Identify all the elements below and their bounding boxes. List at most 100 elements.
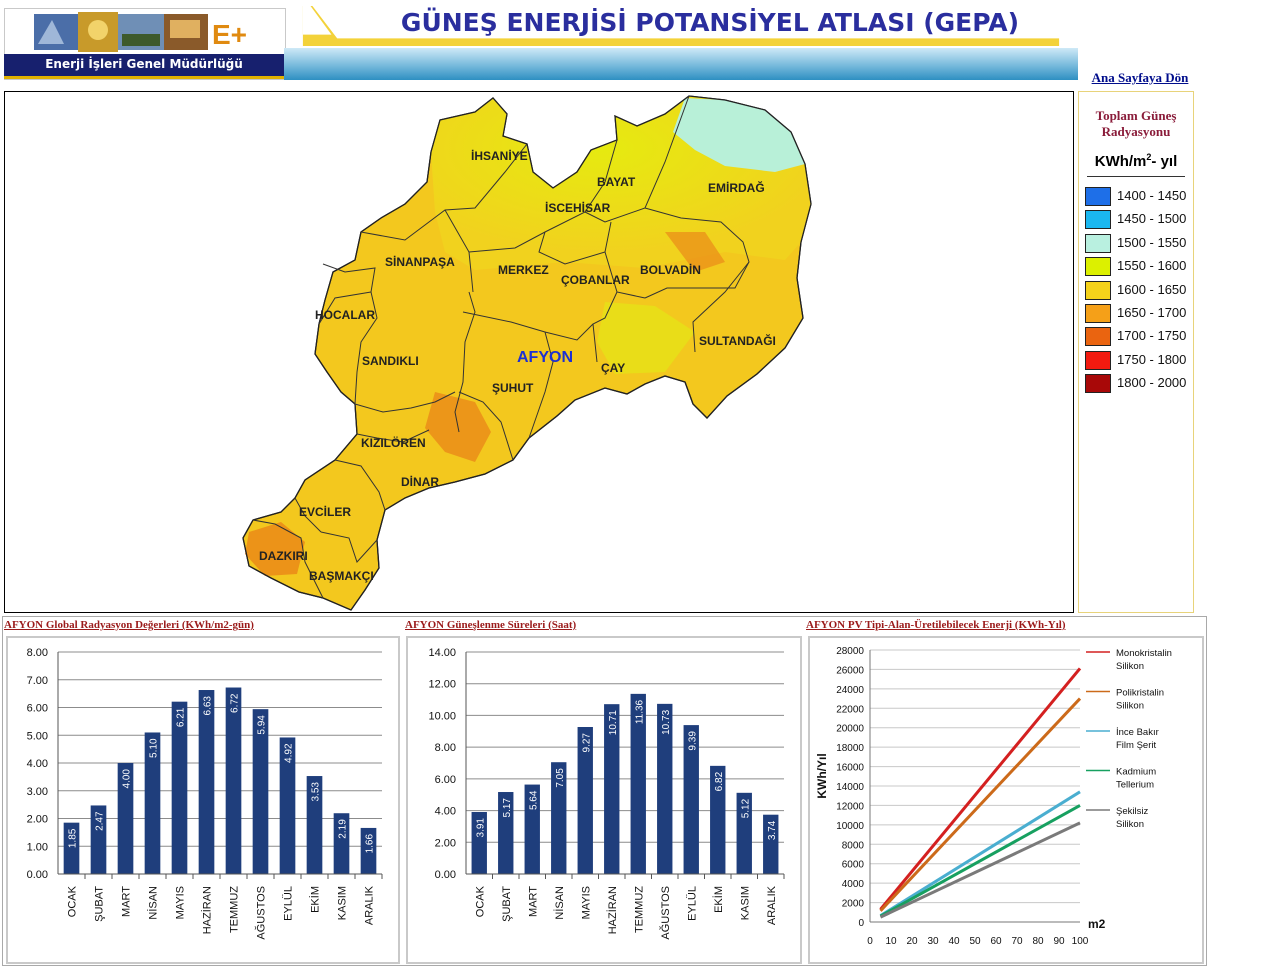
x-tick-label: ARALIK (766, 885, 778, 925)
x-tick-label: KASIM (739, 886, 751, 920)
bar (683, 725, 699, 874)
series-line (879, 667, 1082, 911)
legend-item: 1450 - 1500 (1085, 209, 1189, 230)
x-tick-label: 70 (1011, 936, 1023, 947)
district-label-dinar: DİNAR (401, 474, 439, 489)
legend-item: 1550 - 1600 (1085, 256, 1189, 277)
legend-item: 1500 - 1550 (1085, 233, 1189, 253)
x-tick-label: 0 (867, 936, 873, 947)
bar-value-label: 6.82 (714, 771, 725, 791)
y-tick-label: 4.00 (435, 806, 456, 818)
y-tick-label: 4000 (842, 879, 865, 890)
legend-swatch (1085, 304, 1111, 323)
map-panel: İHSANİYE BAYAT EMİRDAĞ İSCEHİSAR SİNANPA… (4, 91, 1074, 613)
legend-unit-main: KWh/m (1094, 153, 1147, 170)
x-tick-label: 40 (948, 936, 960, 947)
bar (117, 763, 134, 874)
district-label-dazkiri: DAZKIRI (259, 549, 308, 563)
bar-value-label: 5.10 (149, 738, 160, 758)
bar (333, 813, 350, 874)
x-tick-label: EYLÜL (686, 886, 698, 921)
y-tick-label: 7.00 (27, 675, 48, 687)
y-tick-label: 0.00 (435, 869, 456, 881)
y-tick-label: 6.00 (435, 774, 456, 786)
legend-item: 1700 - 1750 (1085, 326, 1189, 347)
x-tick-label: NİSAN (147, 886, 160, 920)
bar (498, 792, 514, 874)
bar-value-label: 1.85 (68, 828, 79, 848)
bar (657, 703, 673, 874)
legend-item: 1800 - 2000 (1085, 373, 1189, 394)
y-tick-label: 14000 (836, 782, 864, 793)
y-tick-label: 20000 (836, 724, 864, 735)
y-tick-label: 0.00 (27, 869, 48, 881)
x-tick-label: 60 (990, 936, 1002, 947)
y-tick-label: 26000 (836, 665, 864, 676)
district-label-hocalar: HOCALAR (315, 308, 375, 322)
legend-title-line1: Toplam Güneş (1095, 108, 1177, 123)
y-tick-label: 10.00 (428, 710, 456, 722)
legend-item: 1650 - 1700 (1085, 303, 1189, 323)
series-line (879, 821, 1081, 919)
chart1-box: 0.00 1.00 2.00 3.00 4.00 5.00 6.00 7.00 8.00 1.85… (6, 636, 400, 964)
chart1-title[interactable]: AFYON Global Radyasyon Değerleri (KWh/m2… (4, 619, 254, 631)
x-tick-label: KASIM (337, 886, 349, 920)
legend-item: 1750 - 1800 (1085, 350, 1189, 370)
district-label-bolvadin: BOLVADİN (640, 262, 701, 277)
y-tick-label: 8000 (842, 840, 865, 851)
x-tick-label: 90 (1053, 936, 1065, 947)
header-bar (284, 48, 1078, 80)
district-label-iscehisar: İSCEHİSAR (545, 200, 611, 215)
bar-value-label: 5.12 (740, 798, 751, 818)
district-label-suhut: ŞUHUT (492, 381, 534, 395)
series-line (879, 697, 1082, 912)
chart2-title[interactable]: AFYON Güneşlenme Süreleri (Saat) (405, 619, 577, 631)
y-tick-label: 22000 (836, 704, 864, 715)
y-axis-title: KWh/Yıl (815, 753, 829, 798)
district-label-emirdag: EMİRDAĞ (708, 180, 765, 195)
x-tick-label: ŞUBAT (501, 886, 513, 922)
bar-value-label: 2.19 (338, 819, 349, 839)
y-tick-label: 6000 (842, 860, 865, 871)
x-tick-label: MART (121, 886, 133, 917)
bar (198, 690, 215, 874)
x-tick-label: TEMMUZ (633, 886, 645, 933)
chart1-svg: 0.00 1.00 2.00 3.00 4.00 5.00 6.00 7.00 8.00 1.85… (27, 647, 383, 940)
bar-value-label: 3.74 (767, 820, 778, 840)
bar (225, 687, 242, 874)
district-label-cay: ÇAY (601, 361, 625, 375)
legend-panel: Toplam Güneş Radyasyonu KWh/m2- yıl 1400… (1078, 91, 1194, 613)
bar (471, 811, 487, 874)
y-tick-label: 18000 (836, 743, 864, 754)
legend-swatch (1085, 374, 1111, 394)
x-tick-label: 50 (969, 936, 981, 947)
district-label-ihsaniye: İHSANİYE (471, 148, 528, 163)
legend-swatch (1085, 280, 1111, 300)
bar (306, 776, 323, 874)
chart2-box: 0.00 2.00 4.00 6.00 8.00 10.00 12.00 14.00 3.91 O… (406, 636, 802, 964)
x-tick-label: OCAK (474, 885, 486, 917)
y-tick-label: 12.00 (428, 679, 456, 691)
bar (710, 765, 726, 874)
x-tick-label: 80 (1032, 936, 1044, 947)
bar-value-label: 9.39 (687, 731, 698, 751)
bar-value-label: 4.00 (122, 769, 133, 789)
chart3-title[interactable]: AFYON PV Tipi-Alan-Üretilebilecek Enerji… (806, 619, 1066, 631)
province-map: İHSANİYE BAYAT EMİRDAĞ İSCEHİSAR SİNANPA… (242, 95, 812, 611)
y-tick-label: 4.00 (27, 758, 48, 770)
y-tick-label: 10000 (836, 821, 864, 832)
y-tick-label: 16000 (836, 763, 864, 774)
home-link[interactable]: Ana Sayfaya Dön (1091, 70, 1189, 85)
x-tick-label: ARALIK (364, 885, 376, 925)
legend-entry: Kadmium Tellerium (1116, 767, 1156, 791)
district-label-basmakci: BAŞMAKÇI (309, 569, 374, 583)
district-label-evciler: EVCİLER (299, 504, 351, 519)
x-tick-label: 100 (1072, 936, 1089, 947)
logo-caption: Enerji İşleri Genel Müdürlüğü (4, 54, 284, 79)
district-label-sandikli: SANDIKLI (362, 354, 419, 368)
y-tick-label: 14.00 (428, 647, 456, 659)
y-tick-label: 28000 (836, 646, 864, 657)
bar (90, 805, 107, 874)
district-label-sultandagi: SULTANDAĞI (699, 333, 776, 348)
chart3-svg: 0 2000 4000 6000 8000 10000 12000 14000 16000 180… (815, 646, 1172, 947)
